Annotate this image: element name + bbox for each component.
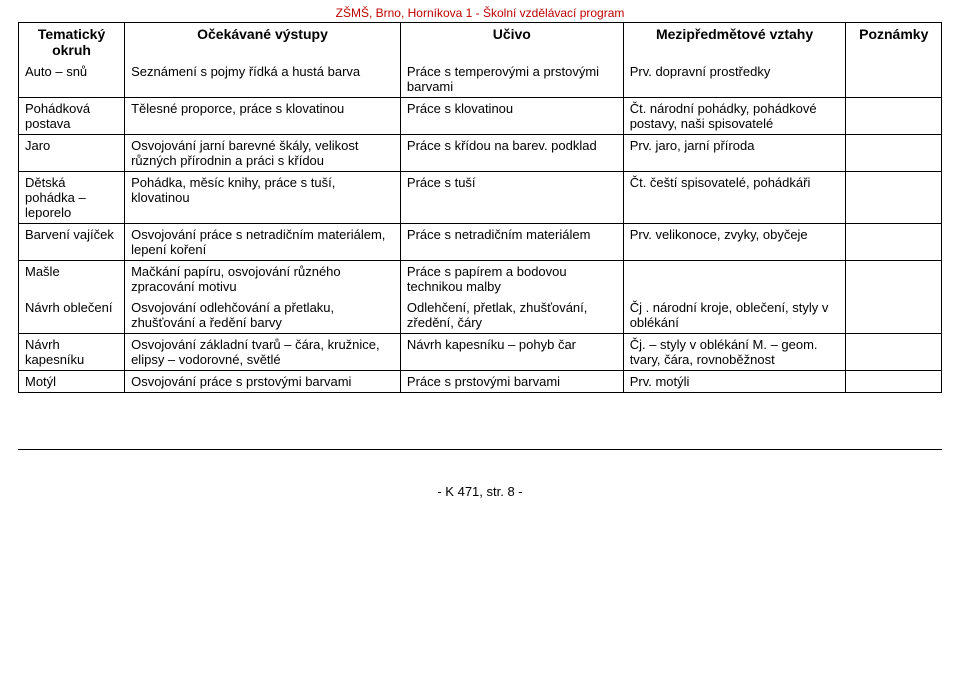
table-row: Barvení vajíček Osvojování práce s netra… [19,224,942,261]
cell-topic: Motýl [19,371,125,393]
cell-notes [846,172,942,224]
cell-subject: Práce s tuší [400,172,623,224]
cell-subject: Odlehčení, přetlak, zhušťování, zředění,… [400,297,623,334]
col-header-cross: Mezipředmětové vztahy [623,23,846,61]
cell-outcome: Mačkání papíru, osvojování různého zprac… [125,261,401,298]
table-row: Návrh kapesníku Osvojování základní tvar… [19,334,942,371]
cell-notes [846,297,942,334]
cell-notes [846,61,942,98]
cell-notes [846,371,942,393]
page-header: ZŠMŠ, Brno, Horníkova 1 - Školní vzděláv… [18,6,942,23]
cell-outcome: Seznámení s pojmy řídká a hustá barva [125,61,401,98]
cell-topic: Dětská pohádka – leporelo [19,172,125,224]
cell-cross: Prv. dopravní prostředky [623,61,846,98]
cell-cross: Prv. velikonoce, zvyky, obyčeje [623,224,846,261]
table-row: Dětská pohádka – leporelo Pohádka, měsíc… [19,172,942,224]
cell-subject: Práce s papírem a bodovou technikou malb… [400,261,623,298]
cell-outcome: Osvojování odlehčování a přetlaku, zhušť… [125,297,401,334]
table-row: Mašle Mačkání papíru, osvojování různého… [19,261,942,298]
table-row: Pohádková postava Tělesné proporce, prác… [19,98,942,135]
cell-topic: Pohádková postava [19,98,125,135]
cell-topic: Návrh kapesníku [19,334,125,371]
cell-notes [846,261,942,298]
cell-cross [623,261,846,298]
col-header-topic: Tematický okruh [19,23,125,61]
cell-notes [846,135,942,172]
cell-cross: Čj. – styly v oblékání M. – geom. tvary,… [623,334,846,371]
cell-cross: Prv. motýli [623,371,846,393]
cell-outcome: Osvojování jarní barevné škály, velikost… [125,135,401,172]
cell-topic: Jaro [19,135,125,172]
cell-cross: Čt. čeští spisovatelé, pohádkáři [623,172,846,224]
table-row: Auto – snů Seznámení s pojmy řídká a hus… [19,61,942,98]
cell-subject: Návrh kapesníku – pohyb čar [400,334,623,371]
col-header-subject: Učivo [400,23,623,61]
cell-subject: Práce s temperovými a prstovými barvami [400,61,623,98]
page-footer: - K 471, str. 8 - [18,484,942,499]
curriculum-table: Tematický okruh Očekávané výstupy Učivo … [18,23,942,393]
cell-cross: Prv. jaro, jarní příroda [623,135,846,172]
cell-topic: Mašle [19,261,125,298]
col-header-outcome: Očekávané výstupy [125,23,401,61]
cell-outcome: Tělesné proporce, práce s klovatinou [125,98,401,135]
cell-outcome: Osvojování práce s prstovými barvami [125,371,401,393]
cell-cross: Čt. národní pohádky, pohádkové postavy, … [623,98,846,135]
cell-outcome: Pohádka, měsíc knihy, práce s tuší, klov… [125,172,401,224]
table-row: Jaro Osvojování jarní barevné škály, vel… [19,135,942,172]
cell-subject: Práce s netradičním materiálem [400,224,623,261]
cell-outcome: Osvojování práce s netradičním materiále… [125,224,401,261]
cell-outcome: Osvojování základní tvarů – čára, kružni… [125,334,401,371]
cell-cross: Čj . národní kroje, oblečení, styly v ob… [623,297,846,334]
cell-notes [846,98,942,135]
cell-topic: Auto – snů [19,61,125,98]
cell-subject: Práce s prstovými barvami [400,371,623,393]
table-row: Návrh oblečení Osvojování odlehčování a … [19,297,942,334]
cell-topic: Barvení vajíček [19,224,125,261]
table-row: Motýl Osvojování práce s prstovými barva… [19,371,942,393]
cell-subject: Práce s křídou na barev. podklad [400,135,623,172]
footer-rule [18,449,942,450]
cell-topic: Návrh oblečení [19,297,125,334]
cell-notes [846,224,942,261]
cell-subject: Práce s klovatinou [400,98,623,135]
col-header-notes: Poznámky [846,23,942,61]
cell-notes [846,334,942,371]
